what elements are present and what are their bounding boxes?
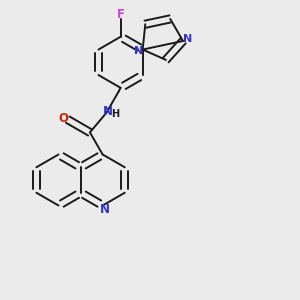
Text: O: O xyxy=(58,112,68,125)
Text: N: N xyxy=(183,34,192,44)
Text: N: N xyxy=(103,106,113,118)
Text: F: F xyxy=(117,8,124,21)
Text: N: N xyxy=(100,202,110,216)
Text: N: N xyxy=(134,46,144,56)
Text: H: H xyxy=(111,110,119,119)
